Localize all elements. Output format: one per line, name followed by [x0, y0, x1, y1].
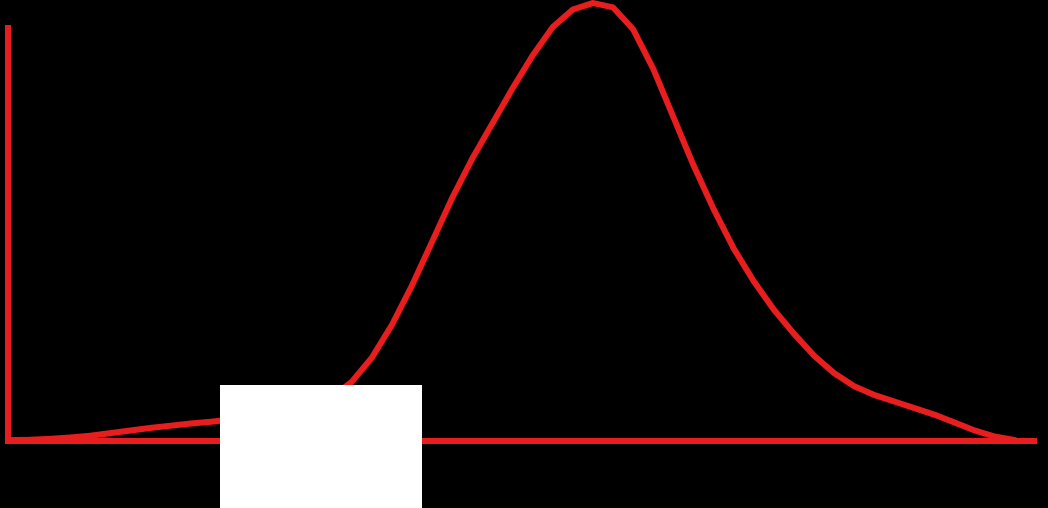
white-overlay-box: [220, 385, 422, 508]
distribution-curve: [7, 0, 1018, 444]
